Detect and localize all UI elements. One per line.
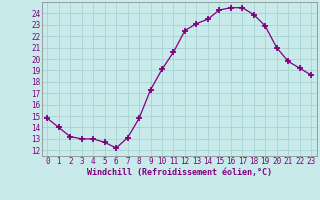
X-axis label: Windchill (Refroidissement éolien,°C): Windchill (Refroidissement éolien,°C) — [87, 168, 272, 177]
